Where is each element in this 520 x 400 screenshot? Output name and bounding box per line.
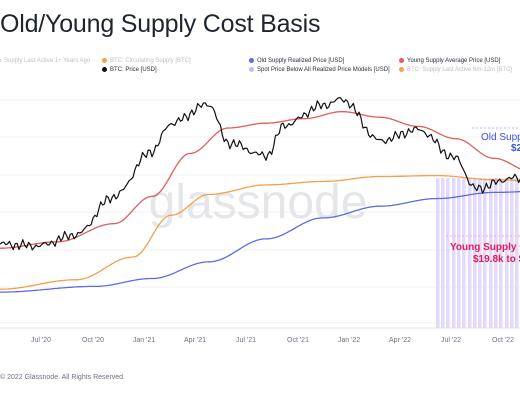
spot-below-bar — [483, 178, 487, 328]
x-tick-label: Apr '22 — [389, 337, 411, 344]
legend-item-supply-6m12m[interactable]: BTC: Supply Last Active 6m-12m [BTC] — [399, 66, 512, 74]
legend-item-supply-1y[interactable]: Supply Last Active 1+ Years Ago — [0, 57, 90, 65]
spot-below-bar — [515, 178, 519, 328]
legend-dot-icon — [249, 66, 254, 72]
legend-item-old-realized[interactable]: Old Supply Realized Price [USD] — [249, 57, 344, 65]
legend-dot-icon — [102, 57, 107, 63]
series-line-young-average — [0, 111, 520, 249]
x-axis-ticks: Jul '20 Oct '20 Jan '21 Apr '21 Jul '21 Oct '… — [31, 337, 514, 344]
legend-item-circulating[interactable]: BTC: Circulating Supply [BTC] — [102, 57, 191, 65]
spot-below-bar — [446, 178, 450, 328]
x-tick-label: Oct '21 — [287, 337, 309, 344]
x-tick-label: Jan '22 — [338, 337, 360, 344]
x-tick-label: Jan '21 — [133, 337, 155, 344]
x-tick-label: Oct '20 — [82, 337, 104, 344]
spot-below-bar — [499, 178, 503, 328]
x-tick-label: Jul '22 — [441, 337, 461, 344]
legend-item-spot-below[interactable]: Spot Price Below All Realized Price Mode… — [249, 66, 390, 74]
spot-below-bar — [457, 178, 461, 328]
series-line-old-realized — [0, 190, 520, 293]
legend-item-young-average[interactable]: Young Supply Average Price [USD] — [399, 57, 500, 65]
spot-below-bar — [478, 178, 482, 328]
page-title: Old/Young Supply Cost Basis — [0, 10, 321, 38]
spot-below-bar — [436, 178, 440, 328]
annotation-young-supply: Young Supply + Re $19.8k to $ — [446, 235, 520, 265]
series-line-supply-6m12m — [0, 174, 520, 290]
x-tick-label: Oct '22 — [492, 337, 514, 344]
series-line-btc-price — [0, 96, 520, 251]
spot-below-bar — [505, 178, 509, 328]
copyright-footer: © 2022 Glassnode. All Rights Reserved. — [0, 374, 126, 381]
legend-dot-icon — [399, 66, 404, 72]
legend-dot-icon — [249, 57, 254, 63]
legend-dot-icon — [0, 57, 1, 63]
spot-below-bar — [489, 178, 493, 328]
legend-item-btc-price[interactable]: BTC: Price [USD] — [102, 66, 157, 74]
spot-below-shading — [436, 178, 519, 328]
legend-dot-icon — [102, 66, 107, 72]
annotation-old-label: Old Supply — [481, 132, 520, 143]
spot-below-bar — [462, 178, 466, 328]
x-tick-label: Jul '20 — [31, 337, 51, 344]
spot-below-bar — [441, 178, 445, 328]
x-tick-label: Apr '21 — [184, 337, 206, 344]
spot-below-bar — [452, 178, 456, 328]
spot-below-bar — [473, 178, 477, 328]
spot-below-bar — [494, 178, 498, 328]
x-tick-label: Jul '21 — [236, 337, 256, 344]
annotation-young-value: $19.8k to $ — [473, 254, 520, 265]
spot-below-bar — [510, 178, 514, 328]
watermark: glassnode — [149, 176, 368, 229]
annotation-young-label: Young Supply + Re — [450, 242, 520, 253]
legend-dot-icon — [399, 57, 404, 63]
chart-legend: Supply Last Active 1+ Years Ago BTC: Cir… — [0, 55, 520, 75]
annotation-old-value: $2 — [511, 143, 520, 154]
annotation-old-supply: Old Supply $2 — [472, 127, 520, 154]
spot-below-bar — [468, 178, 472, 328]
